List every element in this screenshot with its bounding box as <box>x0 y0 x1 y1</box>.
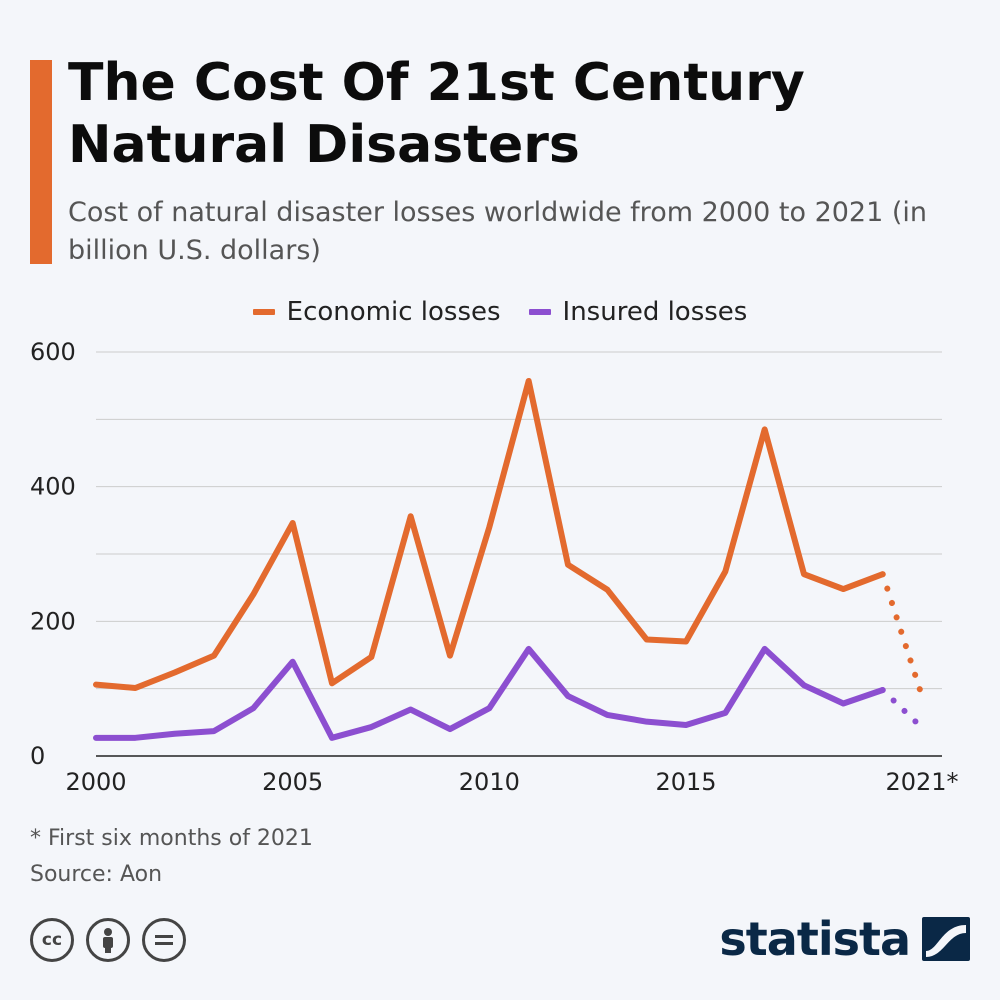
y-tick-label: 0 <box>30 742 45 770</box>
title-accent-bar <box>30 60 52 264</box>
x-tick-label: 2010 <box>459 768 520 796</box>
series-projection-economic <box>879 571 925 700</box>
legend-label-insured: Insured losses <box>562 297 748 327</box>
x-tick-label: 2000 <box>65 768 126 796</box>
x-tick-label: 2005 <box>262 768 323 796</box>
nd-equals-icon[interactable] <box>142 918 186 962</box>
by-person-icon[interactable] <box>86 918 130 962</box>
license-icons: cc <box>30 918 186 962</box>
legend-label-economic: Economic losses <box>286 297 501 327</box>
x-tick-label: 2015 <box>655 768 716 796</box>
logo-text: statista <box>719 912 911 966</box>
cc-icon[interactable]: cc <box>30 918 74 962</box>
chart-legend: Economic losses Insured losses <box>0 292 1000 332</box>
source-note: Source: Aon <box>30 862 163 887</box>
statista-logo[interactable]: statista <box>719 912 970 966</box>
legend-item-insured: Insured losses <box>528 297 748 327</box>
line-chart: 0 200 400 600 2000 2005 2010 2015 2021* <box>30 338 959 796</box>
chart-title: The Cost Of 21st Century Natural Disaste… <box>68 53 805 175</box>
legend-swatch-insured <box>528 309 551 315</box>
footnote: * First six months of 2021 <box>30 826 313 851</box>
series-projection-insured <box>879 687 925 731</box>
y-tick-label: 400 <box>30 473 76 501</box>
y-tick-label: 600 <box>30 338 76 366</box>
y-tick-label: 200 <box>30 607 76 635</box>
series-line-economic <box>93 377 886 691</box>
x-tick-label: 2021* <box>885 768 958 796</box>
legend-swatch-economic <box>252 309 275 315</box>
chart-subtitle: Cost of natural disaster losses worldwid… <box>68 197 928 266</box>
legend-item-economic: Economic losses <box>252 297 501 327</box>
statista-logo-mark-icon <box>922 917 970 961</box>
series-line-insured <box>93 645 886 741</box>
